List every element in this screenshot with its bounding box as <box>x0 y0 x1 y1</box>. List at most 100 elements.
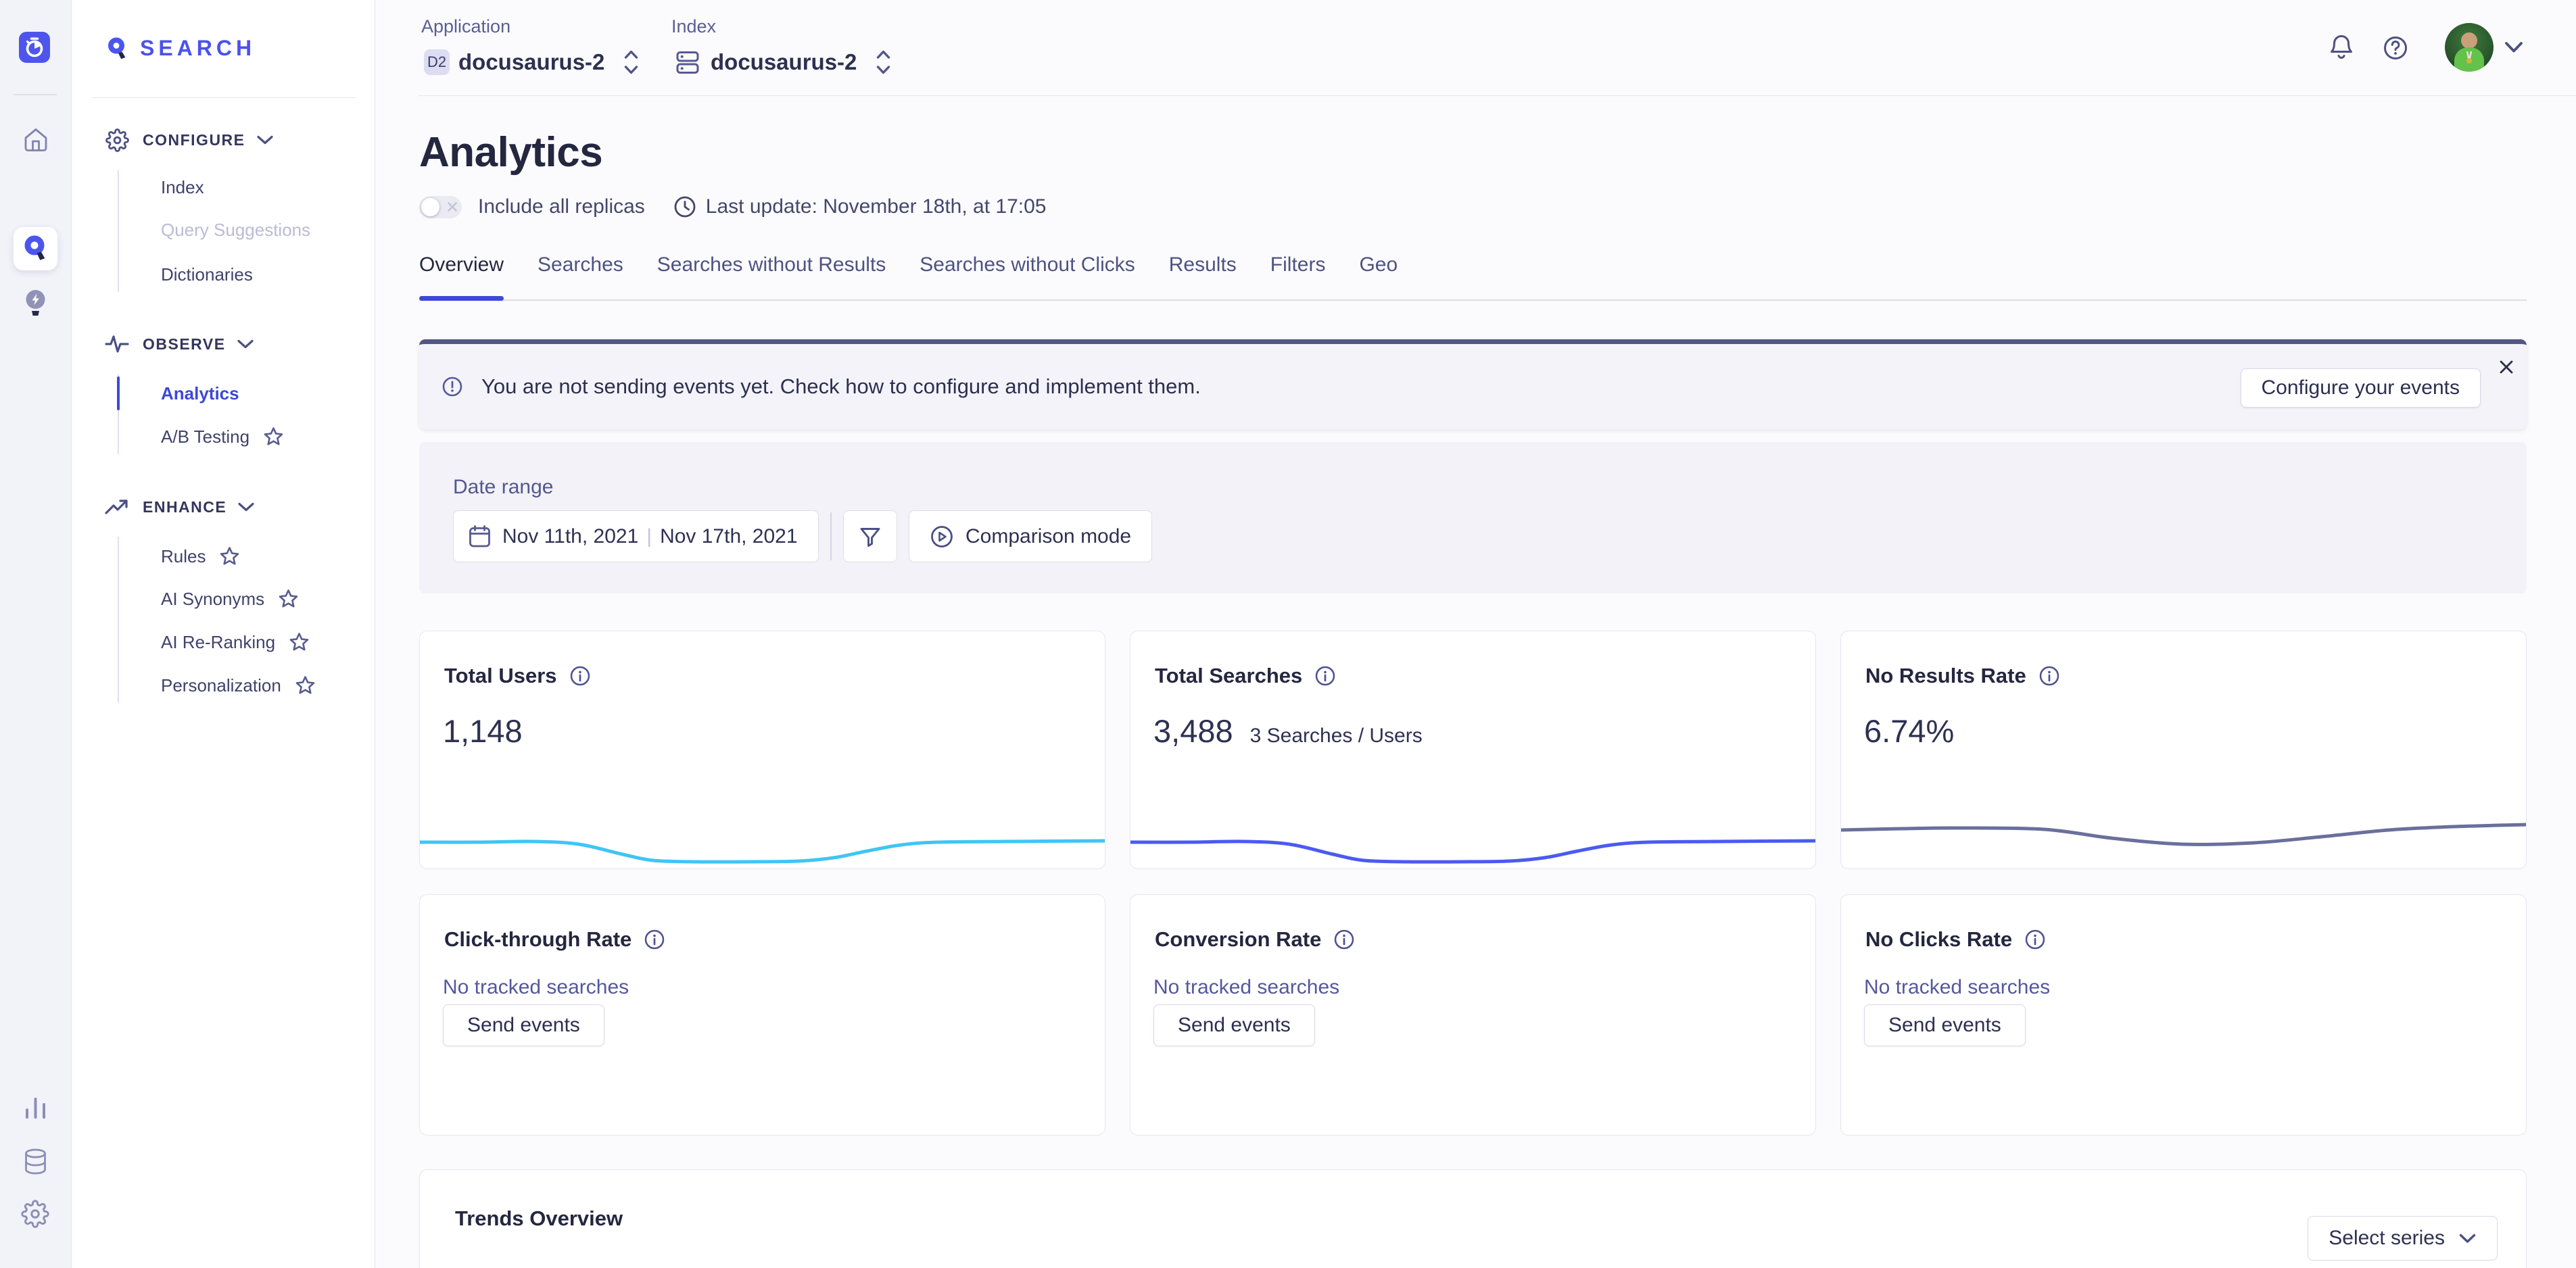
events-banner-message: You are not sending events yet. Check ho… <box>481 374 1201 398</box>
date-range-input[interactable]: Nov 11th, 2021 | Nov 17th, 2021 <box>453 510 819 562</box>
tab-geo[interactable]: Geo <box>1359 253 1398 276</box>
no-tracked-searches-text: No tracked searches <box>443 976 629 998</box>
sidebar-section-enhance[interactable]: ENHANCE <box>105 493 255 520</box>
date-range-end: Nov 17th, 2021 <box>660 525 798 547</box>
total-searches-value: 3,488 <box>1153 713 1233 749</box>
sidebar-item-dictionaries[interactable]: Dictionaries <box>161 264 253 285</box>
star-icon[interactable] <box>278 589 299 609</box>
nav-group-line <box>118 374 119 454</box>
select-arrows-icon <box>876 49 891 76</box>
controls-divider <box>830 512 832 560</box>
magnifier-icon <box>24 235 45 260</box>
no-clicks-rate-card: No Clicks Rate No tracked searches Send … <box>1840 894 2527 1136</box>
lightbulb-flash-icon[interactable] <box>23 287 48 316</box>
sidebar-section-observe[interactable]: OBSERVE <box>105 331 254 358</box>
sidebar-item-analytics[interactable]: Analytics <box>161 383 239 404</box>
star-icon[interactable] <box>219 546 240 566</box>
no-results-rate-value: 6.74% <box>1864 713 1955 749</box>
sidebar-section-label: CONFIGURE <box>143 130 245 149</box>
application-selector[interactable]: D2 docusaurus-2 <box>424 48 639 76</box>
date-filter-panel: Date range Nov 11th, 2021 | Nov 17th, 20… <box>419 442 2527 593</box>
star-icon[interactable] <box>263 426 284 447</box>
info-icon[interactable] <box>644 929 665 950</box>
page-meta-row: Include all replicas Last update: Novemb… <box>419 195 1046 219</box>
card-title: Total Searches <box>1155 664 1303 687</box>
star-icon[interactable] <box>289 632 310 652</box>
no-tracked-searches-text: No tracked searches <box>1153 976 1340 998</box>
search-product-logo[interactable]: SEARCH <box>105 32 256 64</box>
product-name: SEARCH <box>140 35 256 60</box>
send-events-button[interactable]: Send events <box>1864 1004 2026 1046</box>
total-searches-card: Total Searches 3,488 3 Searches / Users <box>1130 631 1816 869</box>
info-icon[interactable] <box>1334 929 1354 950</box>
sidebar-item-ai-synonyms[interactable]: AI Synonyms <box>161 585 299 612</box>
filter-button[interactable] <box>843 510 897 562</box>
sidebar-section-label: OBSERVE <box>143 335 226 353</box>
gear-icon <box>105 128 129 152</box>
no-results-rate-sparkline <box>1841 823 2526 846</box>
select-series-button[interactable]: Select series <box>2308 1216 2498 1261</box>
events-banner: You are not sending events yet. Check ho… <box>419 339 2527 429</box>
select-arrows-icon <box>623 49 639 76</box>
play-circle-icon <box>931 525 953 547</box>
date-controls: Nov 11th, 2021 | Nov 17th, 2021 Comparis… <box>453 510 1153 562</box>
rail-divider <box>14 94 57 95</box>
tab-searches-without-results[interactable]: Searches without Results <box>657 253 886 276</box>
index-selector-label: Index <box>671 16 717 36</box>
index-selector[interactable]: docusaurus-2 <box>676 48 891 76</box>
configure-events-button[interactable]: Configure your events <box>2240 368 2481 408</box>
tab-overview[interactable]: Overview <box>419 251 504 301</box>
sidebar-item-rules[interactable]: Rules <box>161 543 240 570</box>
notifications-bell-icon[interactable] <box>2329 34 2354 61</box>
sidebar-item-ai-reranking[interactable]: AI Re-Ranking <box>161 629 310 656</box>
sidebar-section-configure[interactable]: CONFIGURE <box>105 126 274 153</box>
bar-chart-icon[interactable] <box>22 1094 49 1121</box>
chevron-down-icon <box>237 339 254 349</box>
sidebar-item-query-suggestions[interactable]: Query Suggestions <box>161 219 311 240</box>
stopwatch-app-icon[interactable] <box>19 32 50 63</box>
user-avatar[interactable] <box>2445 23 2494 72</box>
calendar-icon <box>469 525 491 548</box>
send-events-button[interactable]: Send events <box>443 1004 604 1046</box>
comparison-mode-button[interactable]: Comparison mode <box>909 510 1153 562</box>
database-icon[interactable] <box>22 1148 49 1175</box>
no-results-rate-card: No Results Rate 6.74% <box>1840 631 2527 869</box>
select-series-label: Select series <box>2329 1227 2445 1249</box>
sidebar-item-ab-testing[interactable]: A/B Testing <box>161 423 284 450</box>
card-title: Conversion Rate <box>1155 927 1322 951</box>
user-menu-chevron-icon[interactable] <box>2504 41 2524 54</box>
stopwatch-icon <box>26 37 43 57</box>
total-users-value: 1,148 <box>443 713 523 749</box>
clock-icon <box>673 195 696 218</box>
settings-gear-icon[interactable] <box>21 1200 49 1228</box>
send-events-button[interactable]: Send events <box>1153 1004 1315 1046</box>
card-title: No Clicks Rate <box>1865 927 2013 951</box>
tab-results[interactable]: Results <box>1168 253 1237 276</box>
toggle-off-x-icon <box>445 199 460 214</box>
home-icon[interactable] <box>22 126 49 153</box>
help-icon[interactable] <box>2383 35 2408 61</box>
star-icon[interactable] <box>295 675 316 696</box>
date-range-separator: | <box>646 525 652 547</box>
trends-overview-card: Trends Overview Select series <box>419 1169 2527 1268</box>
info-icon[interactable] <box>1315 666 1335 686</box>
tab-filters[interactable]: Filters <box>1270 253 1326 276</box>
tab-searches-without-clicks[interactable]: Searches without Clicks <box>920 253 1135 276</box>
total-users-card: Total Users 1,148 <box>419 631 1105 869</box>
date-range-label: Date range <box>453 476 554 498</box>
info-icon[interactable] <box>2025 929 2045 950</box>
index-name: docusaurus-2 <box>711 49 857 74</box>
conversion-rate-card: Conversion Rate No tracked searches Send… <box>1130 894 1816 1136</box>
page-title: Analytics <box>419 129 603 176</box>
search-product-icon-active[interactable] <box>14 227 57 270</box>
info-icon[interactable] <box>2039 666 2059 686</box>
sidebar-item-index[interactable]: Index <box>161 176 204 197</box>
analytics-tabs: Overview Searches Searches without Resul… <box>419 251 2527 301</box>
total-searches-sparkline <box>1130 839 1815 864</box>
tab-searches[interactable]: Searches <box>538 253 623 276</box>
nav-group-line <box>118 537 119 703</box>
include-replicas-toggle[interactable] <box>419 195 462 218</box>
sidebar-item-personalization[interactable]: Personalization <box>161 672 316 699</box>
info-icon[interactable] <box>570 666 590 686</box>
close-icon[interactable] <box>2498 358 2515 376</box>
